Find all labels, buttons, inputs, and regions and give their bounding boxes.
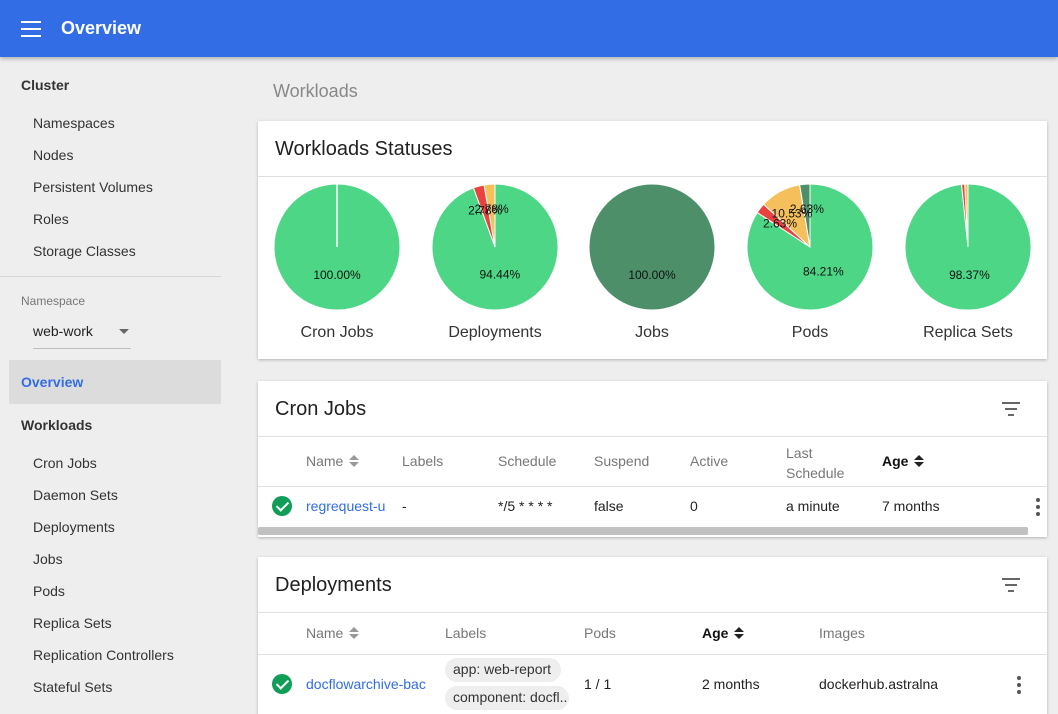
pie-chart-jobs: 100.00% (584, 179, 716, 320)
card-divider (258, 176, 1047, 177)
menu-icon[interactable] (21, 21, 41, 37)
sidebar-item-jobs[interactable]: Jobs (33, 551, 63, 567)
pie-caption: Cron Jobs (300, 324, 374, 341)
pie-slice-label: 2.78% (468, 203, 502, 217)
pie-caption: Deployments (448, 324, 542, 341)
column-header-schedule: Schedule (498, 453, 557, 469)
deployment-images: dockerhub.astralna (819, 676, 939, 692)
filter-icon[interactable] (1001, 578, 1021, 594)
card-divider (258, 436, 1047, 437)
sidebar-item-daemon-sets[interactable]: Daemon Sets (33, 487, 118, 503)
label-chip: component: docfl... (445, 686, 569, 710)
cronjob-suspend: false (594, 498, 624, 514)
pie-chart-pods: 84.21% 2.63% 10.53% 2.63% (742, 179, 874, 320)
pie-slice-label: 10.53% (772, 207, 813, 221)
sidebar-item-overview-label: Overview (21, 374, 84, 390)
cronjob-last-schedule: a minute (786, 498, 840, 514)
sidebar-item-storage-classes[interactable]: Storage Classes (33, 243, 136, 259)
column-header-images: Images (819, 625, 865, 641)
sidebar-item-roles[interactable]: Roles (33, 211, 69, 227)
sidebar-heading-workloads[interactable]: Workloads (21, 417, 93, 433)
pie-chart-cron-jobs: 100.00% (269, 179, 401, 320)
sidebar-item-namespaces[interactable]: Namespaces (33, 115, 115, 131)
filter-icon[interactable] (1001, 402, 1021, 418)
sidebar-item-replica-sets[interactable]: Replica Sets (33, 615, 112, 631)
pie-slice-label: 2.78% (475, 202, 509, 216)
sidebar-item-persistent-volumes[interactable]: Persistent Volumes (33, 179, 153, 195)
cronjob-labels: - (402, 498, 407, 514)
pie-slice-label: 100.00% (313, 268, 361, 282)
column-header-name[interactable]: Name (306, 453, 360, 469)
deployment-name-link[interactable]: docflowarchive-bac (306, 676, 426, 692)
deployment-pods: 1 / 1 (584, 676, 612, 692)
page-title: Overview (61, 18, 142, 38)
column-header-suspend: Suspend (594, 453, 650, 469)
top-app-bar: Overview (0, 0, 1058, 57)
column-header-labels: Labels (445, 625, 487, 641)
sidebar-heading-cluster[interactable]: Cluster (21, 77, 70, 93)
sidebar-item-cron-jobs[interactable]: Cron Jobs (33, 455, 97, 471)
pie-slice-succeeded (799, 183, 811, 248)
pie-caption: Pods (791, 324, 829, 341)
namespace-label: Namespace (21, 294, 86, 308)
sidebar-divider (0, 276, 221, 277)
card-title: Cron Jobs (275, 398, 367, 420)
sort-ascending-icon (914, 455, 925, 467)
column-header-pods: Pods (584, 625, 616, 641)
namespace-value: web-work (33, 323, 93, 339)
column-header-active: Active (690, 453, 729, 469)
status-ok-icon (272, 496, 292, 516)
sidebar: Cluster Namespaces Nodes Persistent Volu… (0, 57, 230, 714)
pie-slice-pending (964, 183, 969, 248)
pie-caption: Jobs (635, 324, 669, 341)
sort-ascending-icon (734, 627, 745, 639)
pie-chart-deployments: 94.44% 2.78% 2.78% (427, 179, 559, 320)
column-header-last-schedule: Last Schedule (786, 445, 845, 481)
column-header-age[interactable]: Age (882, 453, 925, 469)
cronjob-schedule: */5 * * * * (498, 498, 553, 514)
header-divider (258, 486, 1047, 487)
namespace-select[interactable]: web-work (33, 319, 131, 349)
status-ok-icon (272, 674, 292, 694)
chevron-down-icon (119, 329, 129, 334)
pie-slice-label: 94.44% (480, 268, 521, 282)
sidebar-item-nodes[interactable]: Nodes (33, 147, 74, 163)
pie-slice-label: 84.21% (803, 265, 844, 279)
column-header-labels: Labels (402, 453, 444, 469)
sidebar-item-replication-controllers[interactable]: Replication Controllers (33, 647, 174, 663)
cronjob-active: 0 (690, 498, 698, 514)
pie-slice-label: 98.37% (949, 268, 990, 282)
cronjob-name-link[interactable]: regrequest-u (306, 498, 386, 514)
sidebar-item-pods[interactable]: Pods (33, 583, 65, 599)
column-header-name[interactable]: Name (306, 625, 360, 641)
pie-slice-succeeded (588, 183, 716, 311)
breadcrumb: Workloads (273, 81, 358, 101)
pie-caption: Replica Sets (923, 324, 1013, 341)
cronjob-age: 7 months (882, 498, 940, 514)
deployment-age: 2 months (702, 676, 760, 692)
horizontal-scrollbar[interactable] (258, 527, 1028, 535)
pie-slice-label: 2.63% (763, 217, 797, 231)
cron-jobs-card: Cron Jobs Name Labels Schedule Suspend A… (258, 381, 1047, 537)
card-divider (258, 612, 1047, 613)
header-divider (258, 654, 1047, 655)
more-actions-icon[interactable] (1016, 676, 1022, 694)
deployments-card: Deployments Name Labels Pods Age Images … (258, 557, 1047, 714)
pie-slice-pending (483, 183, 496, 248)
sort-icon (349, 455, 360, 467)
more-actions-icon[interactable] (1035, 498, 1041, 516)
label-chip: app: web-report (445, 658, 561, 682)
sidebar-item-overview[interactable]: Overview (9, 360, 221, 404)
sidebar-item-deployments[interactable]: Deployments (33, 519, 115, 535)
column-header-age[interactable]: Age (702, 625, 745, 641)
pie-slice-label: 100.00% (628, 268, 676, 282)
sort-icon (349, 627, 360, 639)
card-title: Workloads Statuses (275, 138, 453, 160)
sidebar-item-stateful-sets[interactable]: Stateful Sets (33, 679, 113, 695)
card-title: Deployments (275, 574, 392, 596)
pie-slice-label: 2.63% (790, 202, 824, 216)
pie-chart-replica-sets: 98.37% (900, 179, 1032, 320)
